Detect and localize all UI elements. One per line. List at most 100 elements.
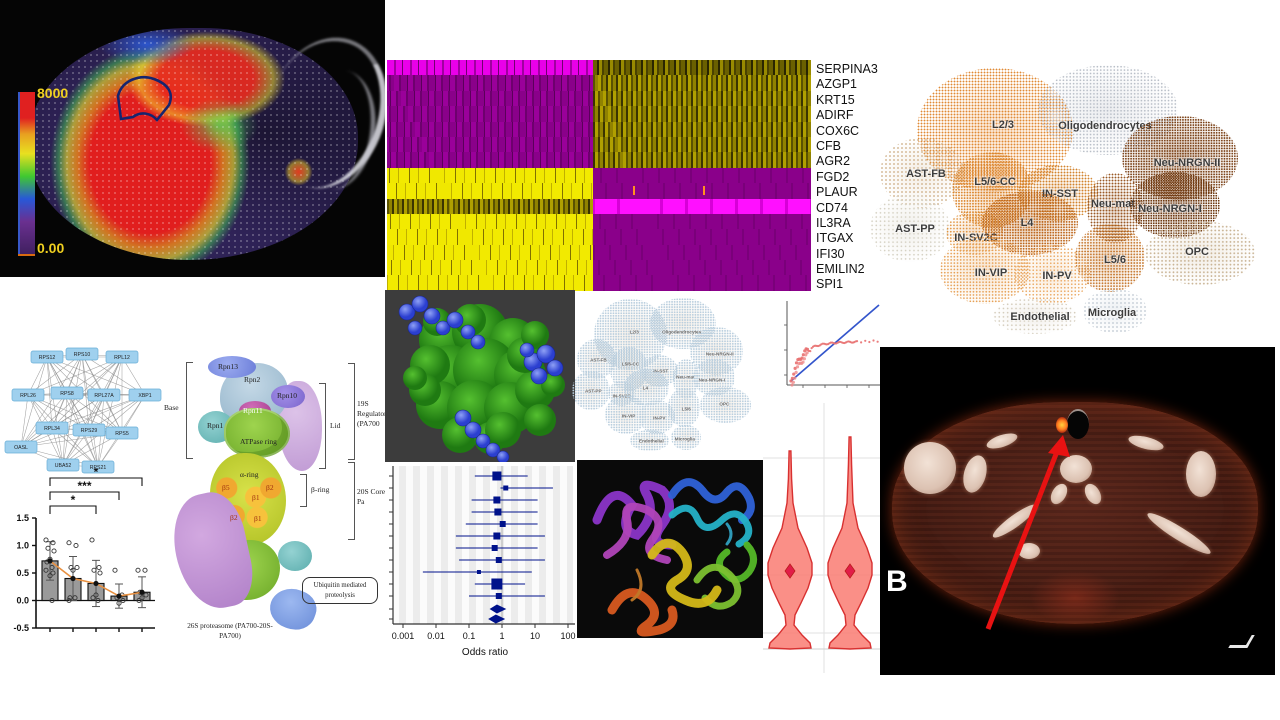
gene-label: IFI30 [816, 246, 845, 261]
heatmap-row [387, 183, 811, 199]
heatmap-cell-right [592, 106, 811, 122]
tsne-cluster-blob [572, 371, 610, 410]
rpn10-blob [271, 385, 305, 408]
gene-label: KRT15 [816, 92, 855, 107]
svg-text:***: *** [77, 479, 91, 493]
heatmap-row [387, 90, 811, 107]
svg-text:1.5: 1.5 [16, 513, 29, 523]
left-humeral-head-bone [904, 442, 956, 494]
heatmap-row [387, 167, 811, 184]
network-node: RPS12 [30, 350, 64, 364]
colorbar-max-value: 8000 [37, 85, 69, 101]
gene-label: ITGAX [816, 231, 854, 246]
svg-text:100: 100 [560, 631, 575, 641]
network-node: RPL34 [35, 421, 69, 435]
beta-ring-label: β-ring [311, 485, 330, 494]
heatmap-row [387, 260, 811, 276]
heatmap-row [387, 152, 811, 168]
tsne-cluster-label: Neu-mat [1090, 198, 1136, 210]
forest-plot: 0.001 0.01 0.1 1 10 100 Odds ratio [385, 462, 577, 662]
heatmap-cell-right [592, 167, 811, 184]
svg-text:-0.5: -0.5 [13, 623, 29, 633]
tsne-cluster-label: L4 [1020, 217, 1034, 229]
core20s-label: 20S Core Pa [357, 487, 386, 507]
atpase-ring-label: ATPase ring [240, 437, 277, 446]
base-label: Base [164, 403, 179, 412]
panel-letter-label: B [886, 565, 908, 598]
svg-text:0.001: 0.001 [392, 631, 415, 641]
tsne-cluster-label: OPC [719, 401, 730, 407]
network-node: RPS21 [81, 460, 115, 474]
bottom-teal-blob [278, 541, 312, 571]
svg-text:*: * [94, 468, 99, 479]
tsne-cluster-label: AST-PP [584, 388, 602, 394]
rpn11-label: Rpn11 [243, 406, 263, 415]
tsne-cluster-label: IN-SST [653, 368, 669, 374]
rpn13-blob [208, 356, 256, 378]
right-humerus-bone [1186, 451, 1216, 497]
heatmap-row [387, 106, 811, 122]
trachea-lumen [1067, 409, 1089, 439]
lid-bracket [319, 383, 326, 469]
tsne-plot-large: L2/3 Oligodendrocytes Neu-NRGN-II AST-FB L5/… [870, 55, 1280, 350]
heatmap-cell-right [592, 183, 811, 199]
network-node: RPS29 [72, 423, 106, 437]
gene-label: AGR2 [816, 154, 851, 169]
gene-label: CD74 [816, 200, 848, 215]
heatmap-cell-left [387, 260, 593, 276]
heatmap-cell-left [387, 75, 593, 91]
heatmap-row [387, 244, 811, 261]
tsne-cluster-blob [639, 399, 675, 434]
svg-text:RPS12: RPS12 [39, 355, 56, 361]
heatmap-cell-left [387, 213, 593, 230]
gene-label: FGD2 [816, 169, 850, 184]
beta5-label: β5 [222, 483, 230, 492]
tsne-cluster-blob [1083, 289, 1147, 333]
protein-surface-model [385, 290, 575, 462]
heatmap-row [387, 75, 811, 91]
heatmap-row [387, 229, 811, 245]
beta1b-label: β1 [254, 514, 262, 523]
heatmap-cell-left [387, 275, 593, 291]
network-node: XBP1 [128, 388, 162, 402]
pointer-arrow [985, 435, 1070, 630]
svg-text:RPL26: RPL26 [20, 393, 36, 399]
reg19s-bracket [348, 363, 355, 460]
heatmap-outlier-tick [632, 186, 635, 196]
svg-text:RPS21: RPS21 [90, 465, 107, 471]
svg-text:RPS10: RPS10 [74, 352, 91, 358]
tsne-cluster-blob [1145, 221, 1255, 285]
heatmap-cell-right [592, 213, 811, 230]
heatmap-cell-right [592, 244, 811, 261]
gene-label: SPI1 [816, 277, 844, 292]
heatmap-cell-right [592, 275, 811, 291]
heatmap-cell-right [592, 75, 811, 91]
tsne-cluster-label: L4 [642, 385, 649, 391]
tsne-cluster-label: L5/6 [1103, 254, 1127, 266]
heatmap-cell-right [592, 60, 811, 76]
svg-text:*: * [71, 493, 76, 507]
svg-text:RPS5: RPS5 [115, 431, 129, 437]
tsne-cluster-label: Oligodendrocytes [662, 329, 702, 335]
heatmap-cell-left [387, 229, 593, 245]
svg-text:XBP1: XBP1 [138, 393, 151, 399]
shoulder-cross-section [892, 402, 1258, 624]
tsne-cluster-label: IN-PV [653, 415, 666, 421]
tsne-cluster-label: OPC [1185, 246, 1209, 258]
network-node: OASL [4, 440, 38, 454]
heatmap-cell-right [592, 136, 811, 153]
tsne-cluster-label: AST-PP [895, 223, 935, 235]
tsne-cluster-label: L5/6-CC [974, 176, 1016, 188]
tsne-cluster-label: AST-FB [906, 168, 946, 180]
atpase-ring-blob [224, 408, 290, 458]
tsne-cluster-label: Neu-NRGN-I [698, 377, 726, 383]
network-node: RPL27A [87, 388, 121, 402]
heatmap-row [387, 275, 811, 291]
tsne-cluster-label: Endothelial [639, 438, 664, 444]
heatmap-row [387, 121, 811, 137]
svg-text:0.1: 0.1 [463, 631, 476, 641]
lid-label: Lid [330, 421, 341, 430]
svg-text:RPS8: RPS8 [60, 391, 74, 397]
heatmap-cell-right [592, 90, 811, 107]
